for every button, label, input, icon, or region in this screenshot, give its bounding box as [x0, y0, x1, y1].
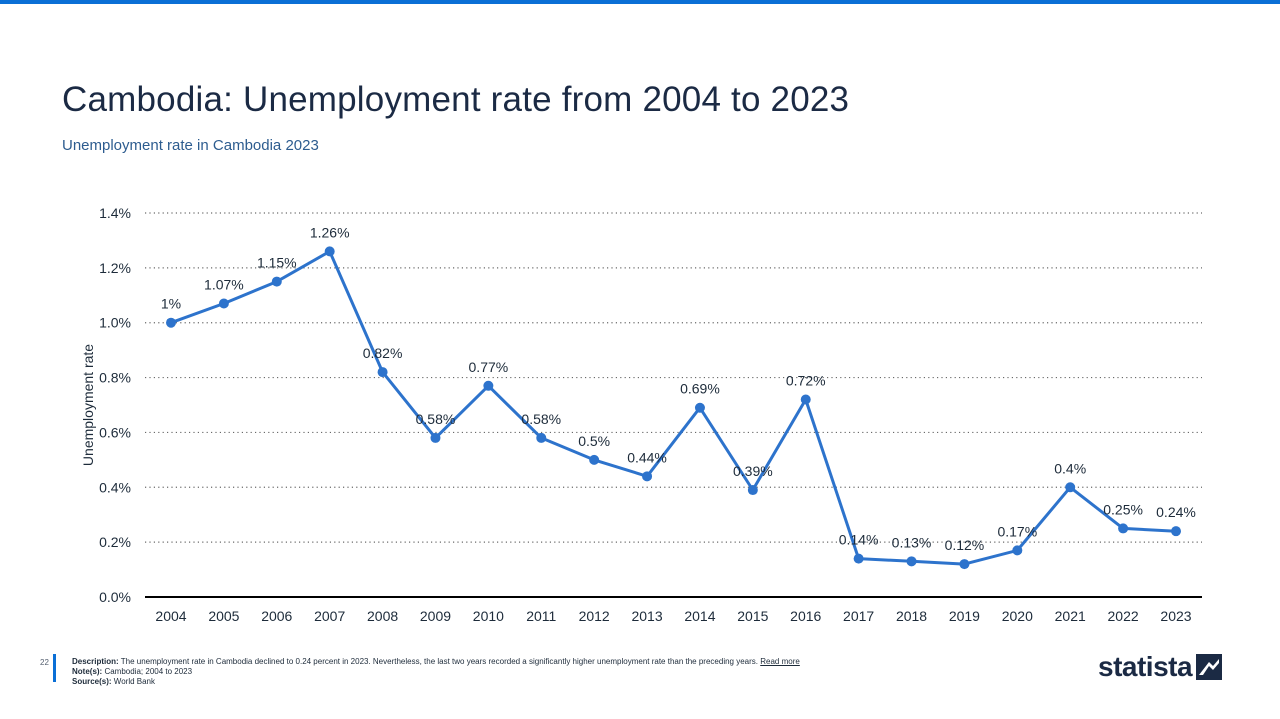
- x-tick-label: 2019: [949, 608, 980, 624]
- notes-line: Note(s): Cambodia; 2004 to 2023: [72, 667, 800, 677]
- data-label: 0.14%: [839, 532, 879, 548]
- y-tick-label: 0.8%: [99, 370, 131, 386]
- data-label: 0.39%: [733, 463, 773, 479]
- source-text: World Bank: [113, 677, 155, 686]
- series-line: [170, 249, 1177, 566]
- unemployment-line-chart: 0.0%0.2%0.4%0.6%0.8%1.0%1.2%1.4% 2004 200…: [80, 205, 1202, 624]
- x-tick-label: 2022: [1108, 608, 1139, 624]
- notes-label: Note(s):: [72, 667, 103, 676]
- data-label: 0.17%: [997, 523, 1037, 539]
- data-point: [853, 553, 864, 564]
- footer: 22 Description: The unemployment rate in…: [0, 650, 1280, 710]
- data-label: 0.4%: [1054, 460, 1086, 476]
- x-tick-label: 2016: [790, 608, 821, 624]
- data-point: [483, 380, 494, 391]
- data-labels: 1% 1.07% 1.15% 1.26% 0.82% 0.58% 0.77% 0.58% 0.5…: [161, 224, 1196, 553]
- x-tick-label: 2018: [896, 608, 927, 624]
- data-label: 0.25%: [1103, 501, 1143, 517]
- x-tick-label: 2014: [684, 608, 715, 624]
- footer-notes: Description: The unemployment rate in Ca…: [72, 657, 800, 687]
- y-axis-label: Unemployment rate: [80, 344, 96, 466]
- x-tick-label: 2010: [473, 608, 504, 624]
- data-point: [694, 402, 705, 413]
- data-label: 1%: [161, 296, 181, 312]
- series-unemployment-rate: [166, 246, 1181, 570]
- page-subtitle: Unemployment rate in Cambodia 2023: [62, 137, 319, 154]
- data-label: 0.24%: [1156, 504, 1196, 520]
- top-accent-bar: [0, 0, 1280, 4]
- y-tick-label: 0.4%: [99, 479, 131, 495]
- data-label: 0.58%: [521, 411, 561, 427]
- source-label: Source(s):: [72, 677, 112, 686]
- description-line: Description: The unemployment rate in Ca…: [72, 657, 800, 667]
- data-label: 0.44%: [627, 449, 667, 465]
- x-tick-label: 2006: [261, 608, 292, 624]
- data-point: [536, 432, 547, 443]
- data-point: [324, 246, 335, 257]
- statista-logo[interactable]: statista: [1098, 650, 1223, 684]
- data-point: [800, 394, 811, 405]
- data-label: 0.58%: [416, 411, 456, 427]
- page-title: Cambodia: Unemployment rate from 2004 to…: [62, 80, 850, 119]
- read-more-link[interactable]: Read more: [760, 657, 800, 666]
- x-tick-label: 2007: [314, 608, 345, 624]
- data-label: 1.26%: [310, 224, 350, 240]
- x-tick-label: 2012: [579, 608, 610, 624]
- page-number: 22: [40, 658, 49, 667]
- data-point: [271, 276, 282, 287]
- data-label: 0.13%: [892, 534, 932, 550]
- data-label: 0.5%: [578, 433, 610, 449]
- x-tick-label: 2020: [1002, 608, 1033, 624]
- data-point: [1118, 523, 1129, 534]
- data-point: [430, 432, 441, 443]
- x-tick-label: 2009: [420, 608, 451, 624]
- y-tick-label: 0.2%: [99, 534, 131, 550]
- x-tick-label: 2015: [737, 608, 768, 624]
- x-tick-label: 2021: [1055, 608, 1086, 624]
- y-tick-label: 1.0%: [99, 315, 131, 331]
- data-label: 0.82%: [363, 345, 403, 361]
- y-tick-label: 0.6%: [99, 424, 131, 440]
- x-tick-label: 2004: [155, 608, 186, 624]
- statista-logo-icon: [1196, 654, 1223, 680]
- description-text: The unemployment rate in Cambodia declin…: [120, 657, 758, 666]
- y-tick-label: 0.0%: [99, 589, 131, 605]
- data-label: 0.72%: [786, 373, 826, 389]
- logo-text: statista: [1098, 651, 1193, 682]
- data-point: [906, 556, 917, 567]
- y-tick-label: 1.2%: [99, 260, 131, 276]
- data-point: [1171, 526, 1181, 537]
- data-point: [166, 317, 176, 328]
- x-tick-label: 2013: [631, 608, 662, 624]
- data-point: [959, 559, 970, 570]
- footer-accent-rule: [53, 654, 56, 682]
- data-label: 0.77%: [469, 359, 509, 375]
- x-tick-label: 2011: [526, 608, 556, 624]
- y-axis-tick-labels: 0.0% 0.2% 0.4% 0.6% 0.8% 1.0% 1.2% 1.4%: [99, 205, 131, 605]
- data-point: [218, 298, 229, 309]
- grid-lines: [145, 212, 1202, 543]
- data-label: 1.15%: [257, 255, 297, 271]
- data-label: 0.12%: [945, 537, 985, 553]
- data-point: [747, 485, 758, 496]
- data-point: [589, 454, 600, 465]
- description-label: Description:: [72, 657, 119, 666]
- x-axis-tick-labels: 2004 2005 2006 2007 2008 2009 2010 2011 2012 2013…: [155, 608, 1191, 624]
- notes-text: Cambodia; 2004 to 2023: [104, 667, 193, 676]
- y-tick-label: 1.4%: [99, 205, 131, 221]
- x-tick-label: 2008: [367, 608, 398, 624]
- data-label: 0.69%: [680, 381, 720, 397]
- data-point: [1065, 482, 1076, 493]
- data-label: 1.07%: [204, 277, 244, 293]
- source-line: Source(s): World Bank: [72, 677, 800, 687]
- x-tick-label: 2023: [1160, 608, 1191, 624]
- data-point: [642, 471, 653, 482]
- data-point: [377, 367, 388, 378]
- x-tick-label: 2005: [208, 608, 239, 624]
- x-tick-label: 2017: [843, 608, 874, 624]
- data-point: [1012, 545, 1023, 556]
